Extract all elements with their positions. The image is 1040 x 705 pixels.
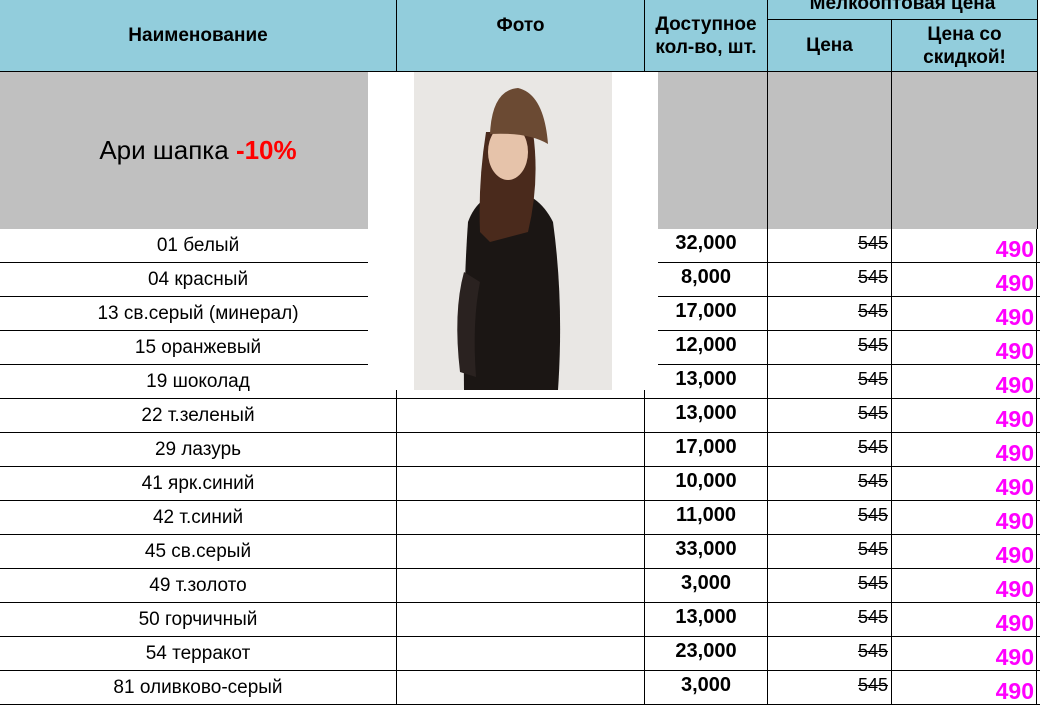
table-row: 49 т.золото 3,000 545 490 (0, 569, 1040, 603)
photo-cell (397, 603, 645, 637)
price-discount: 490 (892, 229, 1037, 263)
photo-cell (397, 467, 645, 501)
table-row: 54 терракот 23,000 545 490 (0, 637, 1040, 671)
price-old: 545 (768, 433, 892, 467)
quantity: 13,000 (645, 603, 768, 637)
price-discount: 490 (892, 671, 1037, 705)
photo-cell (397, 535, 645, 569)
quantity: 17,000 (645, 433, 768, 467)
quantity: 12,000 (645, 331, 768, 365)
color-name: 81 оливково-серый (0, 671, 397, 705)
price-old: 545 (768, 229, 892, 263)
photo-cell (397, 671, 645, 705)
price-discount: 490 (892, 297, 1037, 331)
photo-cell (397, 637, 645, 671)
quantity: 17,000 (645, 297, 768, 331)
table-row: 19 шоколад 13,000 545 490 (0, 365, 1040, 399)
color-name: 22 т.зеленый (0, 399, 397, 433)
color-name: 50 горчичный (0, 603, 397, 637)
price-old: 545 (768, 331, 892, 365)
photo-cell (397, 569, 645, 603)
price-gray-cell (768, 72, 892, 229)
quantity: 10,000 (645, 467, 768, 501)
header-photo: Фото (397, 0, 645, 72)
price-old: 545 (768, 365, 892, 399)
photo-cell (397, 399, 645, 433)
quantity: 13,000 (645, 365, 768, 399)
price-old: 545 (768, 399, 892, 433)
price-old: 545 (768, 501, 892, 535)
color-name: 04 красный (0, 263, 397, 297)
price-discount: 490 (892, 637, 1037, 671)
table-row: 50 горчичный 13,000 545 490 (0, 603, 1040, 637)
color-name: 41 ярк.синий (0, 467, 397, 501)
table-row: 81 оливково-серый 3,000 545 490 (0, 671, 1040, 705)
product-photo (368, 72, 658, 390)
color-name: 49 т.золото (0, 569, 397, 603)
quantity: 23,000 (645, 637, 768, 671)
price-discount: 490 (892, 365, 1037, 399)
price-discount: 490 (892, 569, 1037, 603)
price-discount: 490 (892, 603, 1037, 637)
color-name: 45 св.серый (0, 535, 397, 569)
quantity: 32,000 (645, 229, 768, 263)
photo-cell (397, 501, 645, 535)
price-discount: 490 (892, 331, 1037, 365)
quantity: 3,000 (645, 569, 768, 603)
price-old: 545 (768, 297, 892, 331)
product-title-cell: Ари шапка -10% (0, 72, 397, 229)
price-discount: 490 (892, 501, 1037, 535)
color-name: 54 терракот (0, 637, 397, 671)
table-row: 29 лазурь 17,000 545 490 (0, 433, 1040, 467)
color-name: 13 св.серый (минерал) (0, 297, 397, 331)
quantity: 13,000 (645, 399, 768, 433)
price-discount: 490 (892, 263, 1037, 297)
discount-gray-cell (892, 72, 1038, 229)
header-wholesale: Мелкооптовая цена (768, 0, 1038, 20)
header-name: Наименование (0, 0, 397, 72)
photo-cell (397, 433, 645, 467)
product-title: Ари шапка (99, 135, 229, 165)
table-row: 22 т.зеленый 13,000 545 490 (0, 399, 1040, 433)
quantity: 33,000 (645, 535, 768, 569)
price-old: 545 (768, 671, 892, 705)
price-old: 545 (768, 467, 892, 501)
table-row: 41 ярк.синий 10,000 545 490 (0, 467, 1040, 501)
price-old: 545 (768, 535, 892, 569)
color-name: 01 белый (0, 229, 397, 263)
table-row: 42 т.синий 11,000 545 490 (0, 501, 1040, 535)
color-name: 15 оранжевый (0, 331, 397, 365)
quantity: 3,000 (645, 671, 768, 705)
quantity: 8,000 (645, 263, 768, 297)
header-qty: Доступное кол-во, шт. (645, 0, 768, 72)
color-name: 29 лазурь (0, 433, 397, 467)
qty-gray-cell (645, 72, 768, 229)
price-discount: 490 (892, 399, 1037, 433)
price-discount: 490 (892, 467, 1037, 501)
price-old: 545 (768, 637, 892, 671)
product-discount: -10% (235, 135, 297, 165)
color-name: 19 шоколад (0, 365, 397, 399)
price-old: 545 (768, 603, 892, 637)
header-price: Цена (768, 20, 892, 72)
price-discount: 490 (892, 433, 1037, 467)
quantity: 11,000 (645, 501, 768, 535)
price-discount: 490 (892, 535, 1037, 569)
table-row: 45 св.серый 33,000 545 490 (0, 535, 1040, 569)
price-old: 545 (768, 263, 892, 297)
header-discount-price: Цена со скидкой! (892, 20, 1038, 72)
color-name: 42 т.синий (0, 501, 397, 535)
price-old: 545 (768, 569, 892, 603)
